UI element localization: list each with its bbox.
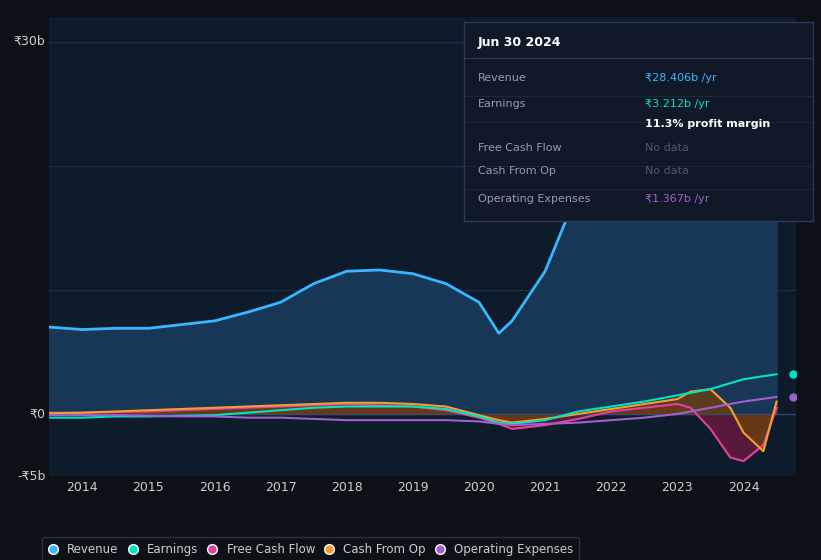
Text: Cash From Op: Cash From Op (478, 166, 556, 176)
Text: ₹0: ₹0 (30, 408, 45, 421)
Legend: Revenue, Earnings, Free Cash Flow, Cash From Op, Operating Expenses: Revenue, Earnings, Free Cash Flow, Cash … (43, 537, 579, 560)
Text: ₹1.367b /yr: ₹1.367b /yr (645, 194, 709, 204)
Text: ₹3.212b /yr: ₹3.212b /yr (645, 99, 710, 109)
Text: 11.3% profit margin: 11.3% profit margin (645, 119, 771, 129)
Text: ₹30b: ₹30b (14, 35, 45, 48)
Text: Jun 30 2024: Jun 30 2024 (478, 36, 562, 49)
Text: Earnings: Earnings (478, 99, 526, 109)
Text: Revenue: Revenue (478, 73, 526, 83)
Text: No data: No data (645, 166, 689, 176)
Text: No data: No data (645, 143, 689, 153)
Text: -₹5b: -₹5b (17, 469, 45, 483)
Text: ₹28.406b /yr: ₹28.406b /yr (645, 73, 717, 83)
Text: Operating Expenses: Operating Expenses (478, 194, 590, 204)
Text: Free Cash Flow: Free Cash Flow (478, 143, 562, 153)
